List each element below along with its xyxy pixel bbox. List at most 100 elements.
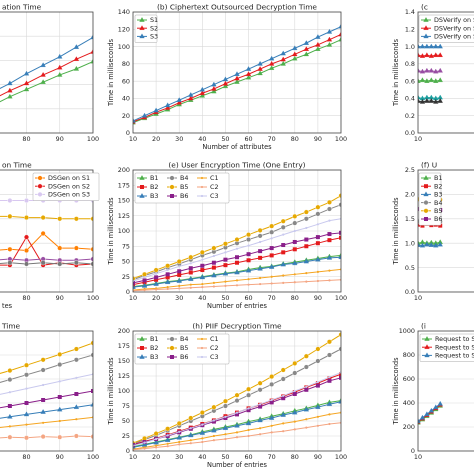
data-point: [234, 422, 240, 428]
legend-swatch-marker: [37, 191, 43, 197]
data-point: [282, 281, 285, 284]
chart-title: on Time: [2, 161, 32, 170]
data-point: [315, 241, 320, 246]
legend-swatch-marker: [37, 183, 43, 189]
series-b2: [133, 372, 341, 447]
x-tick-label: 10: [414, 135, 422, 143]
series-s3: [0, 34, 93, 89]
series-line: [0, 61, 93, 103]
data-point: [40, 434, 46, 440]
series-request-to-s3: [418, 400, 443, 423]
chart-panel-e: 10 20 30 40 50 60 70 80 90 100 0 25 50 75 100 125 150 175…: [107, 161, 347, 311]
data-point: [133, 276, 136, 282]
data-point: [437, 67, 443, 73]
data-point: [270, 275, 273, 278]
data-point: [316, 279, 319, 283]
data-point: [40, 79, 46, 84]
chart-panel-g: 80 90 100 Time: [0, 322, 99, 461]
data-point: [177, 272, 182, 277]
data-point: [23, 70, 30, 76]
y-tick-label: 80: [122, 60, 130, 68]
data-point: [73, 245, 79, 251]
series-unnamed-5: [0, 260, 93, 267]
data-point: [40, 62, 46, 67]
data-point: [25, 387, 28, 390]
series-s2: [0, 49, 93, 97]
x-tick-label: 10: [414, 294, 422, 302]
data-point: [428, 242, 434, 247]
y-tick-label: 0.0: [405, 288, 415, 296]
data-point: [315, 256, 321, 262]
data-point: [211, 260, 216, 265]
data-point: [201, 423, 204, 426]
data-point: [40, 367, 46, 373]
data-point: [7, 260, 13, 266]
data-point: [428, 43, 434, 49]
data-point: [24, 372, 30, 378]
chart-title: (e) User Encryption Time (One Entry): [168, 161, 305, 170]
data-point: [143, 441, 146, 444]
data-point: [418, 418, 421, 423]
x-tick-label: 90: [56, 453, 64, 461]
data-point: [326, 41, 333, 47]
data-point: [424, 241, 430, 247]
legend: DSVerify on S1DSVerify on S2DSVerify on …: [418, 14, 474, 43]
data-point: [247, 278, 250, 281]
data-point: [155, 444, 158, 447]
data-point: [41, 398, 46, 402]
data-point: [90, 34, 93, 40]
data-point: [7, 87, 13, 93]
data-point: [280, 56, 286, 62]
data-point: [199, 410, 205, 416]
data-point: [223, 257, 228, 262]
data-point: [40, 230, 46, 236]
data-point: [91, 389, 93, 393]
x-tick-label: 60: [244, 294, 252, 302]
data-point: [24, 435, 30, 441]
data-point: [281, 250, 286, 255]
data-point: [257, 233, 263, 239]
data-point: [326, 206, 332, 212]
data-point: [280, 50, 286, 56]
data-point: [222, 403, 228, 409]
data-point: [282, 274, 285, 277]
legend-label: C1: [210, 174, 219, 182]
chart-panel-f: 100.0 0.5 1.0 1.5 2.0 2.5 (f) U Time in millise…: [392, 161, 474, 302]
legend-label: Request to S1: [435, 335, 474, 343]
legend-label: B2: [150, 344, 158, 352]
legend-box: [418, 14, 474, 43]
data-point: [176, 434, 182, 440]
x-tick-label: 20: [152, 294, 160, 302]
y-tick-label: 2.0: [405, 191, 415, 199]
chart-panel-b: 10 20 30 40 50 60 70 80 90 100 0 20 40 60 80 100 120 140 (…: [107, 3, 347, 152]
data-point: [303, 40, 309, 45]
data-point: [188, 92, 194, 97]
chart-title: (i: [421, 322, 426, 331]
data-point: [339, 372, 341, 377]
data-point: [338, 36, 341, 42]
legend-label: B2: [150, 183, 158, 191]
chart-panel-i: 100 200 400 600 800 1000 (i Time in millisecond…: [392, 322, 474, 461]
series-unnamed-3: [0, 213, 93, 222]
data-point: [326, 199, 332, 205]
plot-frame: [132, 169, 342, 293]
data-point: [304, 244, 309, 249]
data-point: [315, 381, 320, 386]
data-point: [90, 58, 93, 64]
data-point: [433, 242, 439, 248]
data-point: [40, 357, 46, 363]
data-point: [292, 213, 298, 219]
data-point: [304, 237, 309, 242]
data-point: [303, 406, 309, 412]
data-point: [292, 220, 298, 226]
data-point: [73, 404, 80, 409]
data-point: [303, 353, 309, 359]
data-point: [40, 260, 46, 266]
x-tick-label: 90: [314, 294, 322, 302]
data-point: [438, 223, 443, 228]
data-point: [420, 223, 425, 228]
data-point: [246, 392, 252, 398]
x-tick-label: 60: [244, 135, 252, 143]
series-c1: [133, 411, 341, 451]
data-point: [189, 286, 192, 289]
